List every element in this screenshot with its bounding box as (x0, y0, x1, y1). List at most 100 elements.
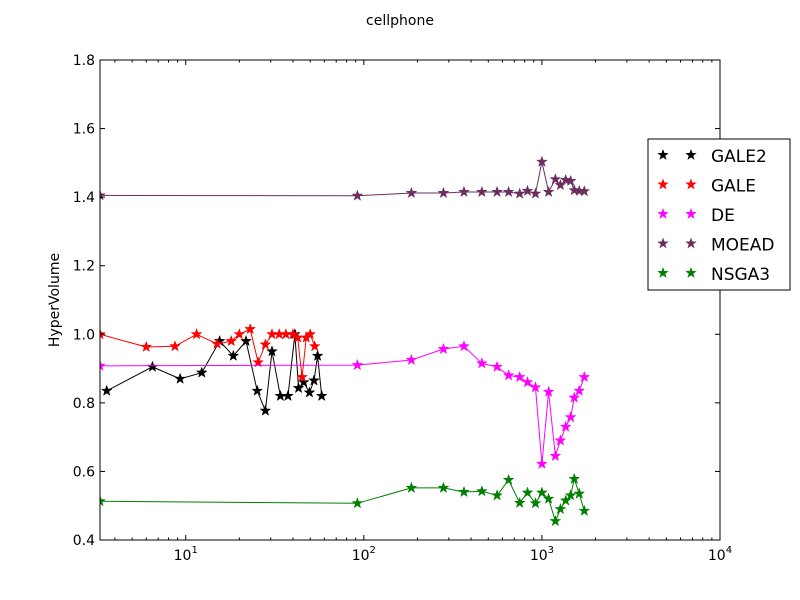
data-point (240, 334, 252, 347)
data-point (491, 489, 504, 501)
data-point (458, 185, 470, 198)
data-point (351, 358, 364, 371)
data-point (190, 328, 203, 340)
legend-label: MOEAD (711, 236, 775, 256)
data-point (573, 384, 586, 396)
data-point (568, 472, 581, 485)
data-point (140, 340, 153, 353)
data-point (351, 189, 364, 201)
data-point (513, 370, 526, 383)
data-point (100, 494, 106, 507)
y-tick-label: 0.4 (73, 533, 95, 549)
y-axis-label: HyperVolume (47, 253, 63, 347)
data-point (296, 370, 309, 383)
legend-item-gale2: GALE2 (657, 147, 767, 167)
data-point (405, 481, 418, 493)
y-tick-label: 1.2 (73, 259, 95, 275)
data-point (351, 497, 364, 509)
legend-box (647, 138, 791, 291)
data-point (573, 487, 586, 499)
legend-label: GALE (711, 177, 756, 197)
data-point (244, 322, 257, 335)
series-gale2 (100, 328, 328, 416)
legend-marker (685, 267, 697, 278)
data-point (535, 486, 548, 498)
data-point (475, 357, 488, 369)
data-point (535, 155, 548, 167)
data-point (521, 376, 534, 388)
x-tick-label: 101 (174, 545, 198, 564)
legend-marker (657, 178, 669, 190)
legend-marker (685, 178, 697, 190)
data-point (549, 449, 562, 462)
plot-frame (99, 59, 721, 541)
data-point (100, 359, 106, 371)
x-tick-label: 102 (352, 545, 376, 564)
data-point (266, 345, 278, 357)
data-point (554, 502, 567, 515)
data-point (405, 186, 418, 199)
data-point (521, 184, 534, 197)
data-point (535, 457, 548, 469)
data-point (529, 187, 542, 199)
data-point (308, 374, 320, 386)
series-line-nsga3 (100, 477, 585, 523)
data-point (568, 391, 581, 403)
data-point (549, 173, 562, 185)
series-gale (100, 322, 321, 383)
data-point (174, 372, 187, 384)
data-point (549, 514, 562, 527)
legend-label: GALE2 (711, 147, 767, 167)
y-tick-label: 1.6 (73, 122, 95, 138)
data-point (542, 492, 555, 504)
data-point (475, 185, 488, 198)
legend-item-de: DE (657, 206, 735, 226)
data-point (259, 404, 272, 416)
data-point (303, 386, 316, 398)
x-tick-label: 103 (530, 545, 554, 564)
x-tick-label: 104 (708, 545, 732, 564)
series-moead (100, 155, 591, 201)
data-point (542, 185, 555, 198)
data-point (502, 473, 515, 486)
series-line-de (100, 345, 585, 464)
data-point (578, 370, 591, 383)
data-point (211, 337, 224, 349)
data-point (502, 369, 515, 381)
y-tick-label: 1.0 (73, 327, 95, 343)
data-point (559, 494, 572, 506)
data-point (259, 338, 272, 350)
legend-marker (685, 149, 697, 160)
legend-marker (685, 208, 697, 219)
data-point (564, 174, 577, 187)
y-tick-label: 1.4 (73, 190, 95, 206)
data-point (252, 356, 265, 368)
data-point (554, 434, 567, 446)
series-line-gale (100, 328, 316, 378)
data-point (292, 381, 305, 394)
legend-marker (657, 237, 669, 249)
data-point (578, 185, 591, 197)
series-de (100, 340, 591, 469)
legend-item-moead: MOEAD (657, 236, 775, 256)
data-point (315, 389, 328, 402)
data-point (227, 349, 240, 361)
legend-label: DE (711, 206, 735, 226)
data-point (282, 389, 294, 402)
legend-marker (657, 267, 669, 278)
data-point (233, 328, 246, 340)
data-point (458, 485, 470, 498)
data-point (437, 186, 450, 199)
data-point (513, 496, 526, 509)
data-point (559, 420, 572, 432)
data-point (475, 485, 488, 497)
legend: GALE2 GALE DE MOEAD NSGA3 (647, 138, 791, 291)
y-tick-label: 1.8 (73, 53, 95, 69)
data-point (491, 360, 504, 372)
data-point (304, 328, 317, 340)
data-point (225, 334, 238, 347)
data-point (502, 185, 515, 198)
data-point (405, 353, 418, 366)
data-point (195, 366, 208, 378)
